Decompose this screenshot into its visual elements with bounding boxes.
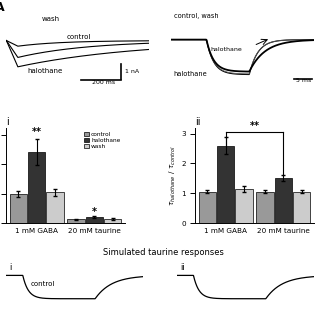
Bar bbox=[257, 192, 274, 223]
Text: 200 ms: 200 ms bbox=[92, 80, 115, 84]
Text: ii: ii bbox=[196, 117, 201, 127]
Text: i: i bbox=[9, 263, 12, 272]
Bar bbox=[28, 152, 45, 223]
Bar bbox=[199, 192, 216, 223]
Bar bbox=[86, 217, 103, 223]
Bar bbox=[46, 192, 63, 223]
Text: halothane: halothane bbox=[28, 68, 63, 74]
Text: halothane: halothane bbox=[173, 71, 207, 77]
Text: wash: wash bbox=[42, 16, 60, 22]
Bar bbox=[10, 194, 27, 223]
Text: *: * bbox=[92, 207, 97, 217]
Text: ii: ii bbox=[180, 263, 185, 272]
Text: control, wash: control, wash bbox=[173, 12, 218, 19]
Text: **: ** bbox=[32, 127, 42, 137]
Text: 1 nA: 1 nA bbox=[125, 68, 139, 74]
Text: control: control bbox=[67, 34, 91, 40]
Text: A: A bbox=[0, 1, 4, 13]
Bar bbox=[104, 219, 121, 223]
Text: **: ** bbox=[250, 121, 260, 131]
Legend: control, halothane, wash: control, halothane, wash bbox=[83, 131, 122, 150]
Text: halothane: halothane bbox=[211, 47, 242, 52]
Text: i: i bbox=[6, 117, 9, 127]
Bar bbox=[293, 192, 310, 223]
Text: Simulated taurine responses: Simulated taurine responses bbox=[103, 248, 224, 257]
Text: control: control bbox=[31, 281, 55, 287]
Text: 5 ms: 5 ms bbox=[296, 78, 312, 83]
Bar bbox=[275, 178, 292, 223]
Bar bbox=[217, 146, 234, 223]
Bar bbox=[68, 220, 84, 223]
Y-axis label: $\tau_{halothane}$ / $\tau_{control}$: $\tau_{halothane}$ / $\tau_{control}$ bbox=[168, 145, 178, 206]
Bar bbox=[236, 189, 252, 223]
